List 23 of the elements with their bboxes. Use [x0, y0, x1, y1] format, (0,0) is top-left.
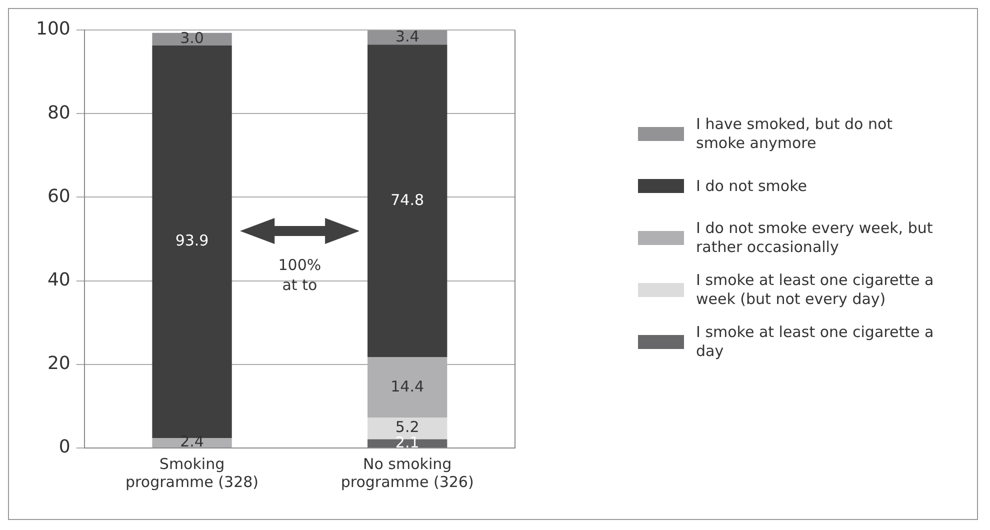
y-tick-label: 60 — [47, 186, 70, 207]
data-label: 14.4 — [390, 377, 424, 396]
legend-label: I smoke at least one cigarette a week (but not every day) — [696, 271, 935, 309]
data-label: 2.4 — [180, 432, 204, 451]
bar — [152, 32, 232, 46]
x-tick-label: Smoking programme (328) — [126, 454, 259, 491]
data-label: 74.8 — [390, 190, 424, 209]
y-tick-label: 40 — [47, 269, 70, 290]
x-tick-label: No smoking programme (326) — [340, 454, 474, 491]
legend-label: I smoke at least one cigarette a day — [696, 323, 935, 361]
annotation: 100% at to — [278, 256, 322, 294]
data-label: 3.4 — [395, 27, 420, 46]
legend-label: I have smoked, but do not smoke anymore — [696, 115, 894, 153]
legend-label: I do not smoke every week, but rather occasionally — [696, 219, 934, 257]
legend-label: I do not smoke — [696, 176, 807, 196]
y-tick-label: 0 — [58, 436, 70, 458]
y-tick-label: 80 — [47, 102, 70, 124]
data-label: 3.0 — [180, 29, 204, 48]
bar — [368, 30, 448, 45]
y-tick-label: 20 — [47, 353, 70, 374]
data-label: 93.9 — [175, 232, 209, 250]
bar — [368, 44, 448, 358]
y-tick-label: 100 — [36, 18, 70, 40]
